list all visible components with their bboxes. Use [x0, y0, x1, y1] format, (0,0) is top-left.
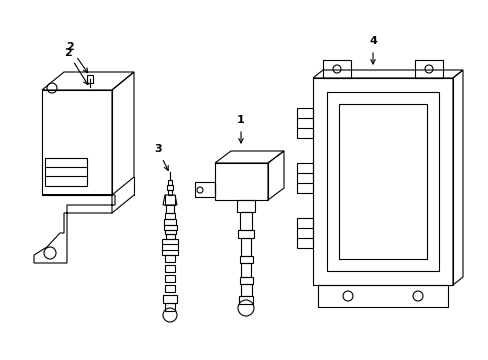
Bar — [163, 219, 176, 225]
Bar — [414, 60, 442, 78]
Bar — [165, 205, 174, 213]
Bar — [168, 180, 172, 185]
Bar — [296, 108, 312, 138]
Bar — [164, 275, 175, 282]
Bar — [164, 230, 176, 234]
Bar — [164, 303, 175, 311]
Bar — [237, 200, 254, 212]
Bar — [45, 158, 87, 186]
Bar — [167, 185, 173, 190]
Bar — [241, 238, 250, 256]
Bar — [296, 218, 312, 248]
Bar — [323, 60, 350, 78]
Bar — [240, 256, 252, 263]
Text: 1: 1 — [237, 115, 244, 125]
Bar — [87, 75, 93, 83]
Bar — [239, 296, 252, 304]
Bar — [195, 182, 215, 197]
Bar — [240, 277, 252, 284]
Bar — [238, 230, 253, 238]
Bar — [240, 212, 251, 230]
Bar — [338, 104, 426, 259]
Bar — [163, 225, 177, 230]
Bar — [165, 234, 175, 239]
Text: 3: 3 — [154, 144, 162, 154]
Bar — [162, 239, 178, 255]
Text: 2: 2 — [64, 48, 88, 85]
Bar — [241, 263, 250, 277]
Bar — [164, 265, 175, 272]
Bar — [164, 285, 175, 292]
Text: 2: 2 — [66, 42, 74, 52]
Bar — [168, 190, 172, 195]
Bar — [163, 295, 177, 303]
Bar — [241, 284, 251, 296]
Bar — [317, 285, 447, 307]
Bar — [164, 213, 175, 219]
Bar — [296, 163, 312, 193]
Text: 4: 4 — [368, 36, 376, 46]
Bar — [164, 255, 175, 262]
